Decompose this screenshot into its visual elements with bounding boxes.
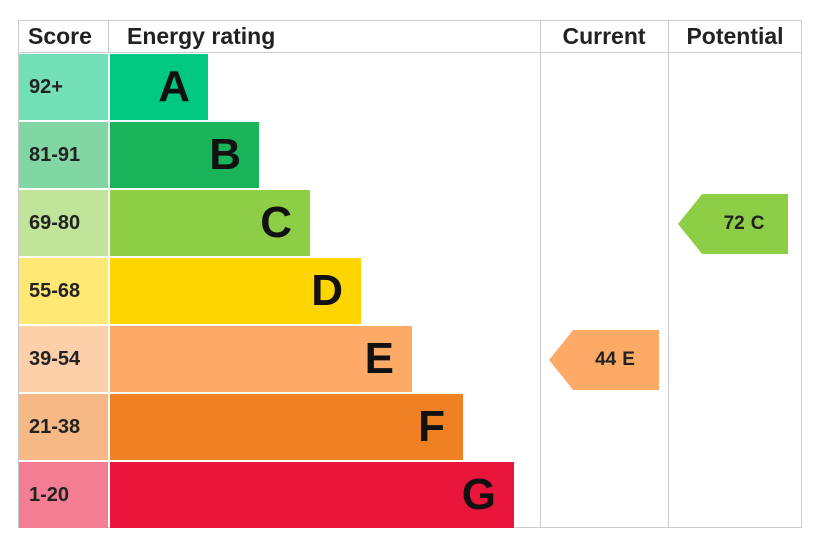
current-rating: E [622,349,635,370]
border [801,20,802,528]
score-cell: 69-80 [19,190,108,256]
potential-arrow: 72 C [678,194,788,254]
rating-bar: B [110,122,259,188]
score-cell: 81-91 [19,122,108,188]
rating-bar: D [110,258,361,324]
current-score: 44 [595,349,617,370]
header-score: Score [28,23,92,49]
header-current: Current [562,23,646,49]
potential-rating: C [750,213,765,234]
score-cell: 92+ [19,54,108,120]
rating-bar: F [110,394,463,460]
score-cell: 55-68 [19,258,108,324]
border [540,20,541,528]
score-cell: 39-54 [19,326,108,392]
border [18,52,802,53]
potential-score: 72 [723,213,745,234]
header-rating: Energy rating [127,23,276,49]
border [18,20,802,21]
border [108,20,109,52]
rating-bar: G [110,462,514,528]
score-cell: 1-20 [19,462,108,528]
rating-bar: E [110,326,412,392]
rating-bar: C [110,190,310,256]
score-cell: 21-38 [19,394,108,460]
border [668,20,669,528]
border [18,20,19,528]
current-arrow: 44 E [549,330,659,390]
header-potential: Potential [686,23,784,49]
rating-bar: A [110,54,208,120]
